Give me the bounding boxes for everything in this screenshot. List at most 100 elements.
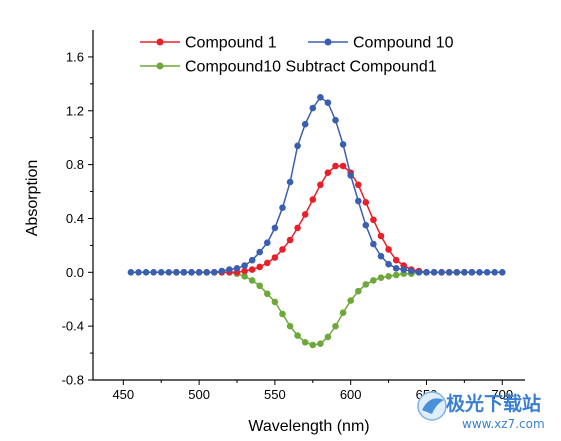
data-point (271, 224, 279, 232)
data-point (264, 290, 271, 298)
series-1 (173, 162, 476, 276)
data-point (301, 211, 309, 218)
data-point (203, 269, 210, 276)
legend-item-3: Compound10 Subtract Compound1 (140, 59, 437, 76)
data-point (324, 333, 332, 341)
x-tick-label: 700 (491, 387, 513, 402)
data-point (476, 269, 483, 276)
data-point (332, 116, 339, 124)
data-point (127, 269, 135, 276)
data-point (355, 181, 362, 189)
data-point (309, 104, 317, 112)
data-point (317, 181, 324, 189)
watermark-url-text: www.xz7.com (462, 417, 545, 431)
legend-label: Compound 1 (185, 35, 277, 52)
x-axis-title: Wavelength (nm) (248, 418, 369, 435)
y-tick-label: 0.8 (66, 157, 84, 172)
data-point (317, 340, 324, 348)
data-point (362, 281, 370, 288)
data-point (241, 267, 248, 275)
data-point (195, 269, 203, 276)
data-point (385, 246, 392, 253)
data-point (438, 269, 445, 276)
data-point (142, 269, 150, 276)
data-point (324, 99, 332, 106)
legend-marker (156, 62, 164, 70)
data-point (271, 254, 279, 261)
data-point (248, 277, 256, 284)
y-tick-label: 0.4 (66, 211, 84, 226)
data-point (453, 269, 461, 276)
data-point (248, 256, 256, 264)
data-point (347, 172, 355, 179)
data-point (279, 204, 286, 211)
data-point (483, 269, 491, 276)
x-tick-label: 550 (264, 387, 286, 402)
axes (92, 30, 525, 381)
y-tick-label: 1.2 (66, 103, 84, 118)
series-2 (127, 94, 506, 276)
data-point (355, 197, 362, 205)
series-line (130, 96, 503, 274)
y-tick-label: -0.4 (62, 319, 84, 334)
series-3 (173, 269, 476, 349)
data-point (408, 267, 415, 275)
legend-marker (324, 38, 332, 46)
data-point (135, 269, 142, 276)
data-point (248, 266, 256, 273)
data-point (370, 240, 377, 248)
series (127, 94, 506, 349)
legend-label: Compound 10 (353, 35, 454, 52)
data-point (355, 287, 362, 295)
data-point (256, 282, 264, 290)
data-point (445, 269, 453, 276)
data-point (286, 236, 294, 244)
data-point (392, 256, 400, 264)
y-tick-label: -0.8 (62, 373, 84, 388)
data-point (301, 120, 309, 128)
data-point (392, 265, 400, 272)
data-point (286, 322, 294, 330)
data-point (339, 141, 347, 148)
series-line (176, 165, 472, 274)
data-point (332, 322, 339, 330)
data-point (279, 310, 286, 318)
x-tick-label: 450 (112, 387, 134, 402)
legend-item-1: Compound 1 (140, 35, 277, 52)
data-point (468, 269, 476, 276)
data-point (332, 162, 339, 170)
data-point (211, 269, 218, 276)
data-point (173, 269, 180, 276)
data-point (286, 178, 294, 186)
data-point (294, 224, 301, 232)
legend-label: Compound10 Subtract Compound1 (185, 59, 437, 76)
data-point (150, 269, 157, 276)
y-tick-label: 1.6 (66, 49, 84, 64)
data-point (309, 196, 317, 203)
legend: Compound 1 Compound 10 Compound10 Subtract… (140, 35, 454, 76)
data-point (294, 332, 301, 339)
data-point (218, 267, 226, 275)
data-point (377, 274, 385, 282)
data-point (362, 221, 370, 229)
data-point (188, 269, 195, 276)
data-point (370, 216, 377, 224)
data-point (324, 169, 332, 176)
data-point (385, 260, 392, 268)
data-point (339, 162, 347, 170)
data-point (423, 269, 430, 276)
data-point (461, 269, 468, 276)
legend-item-2: Compound 10 (308, 35, 454, 52)
data-point (233, 265, 241, 272)
data-point (370, 277, 377, 284)
data-point (301, 339, 309, 346)
data-point (400, 266, 408, 273)
data-point (279, 246, 286, 253)
watermark: 极光下载站 www.xz7.com (417, 391, 545, 431)
data-point (491, 269, 499, 276)
y-axis-title: Absorption (24, 160, 41, 237)
ticks: -0.8-0.40.00.40.81.21.645050055060065070… (62, 49, 514, 402)
data-point (180, 269, 188, 276)
data-point (294, 142, 301, 150)
data-point (362, 199, 370, 206)
